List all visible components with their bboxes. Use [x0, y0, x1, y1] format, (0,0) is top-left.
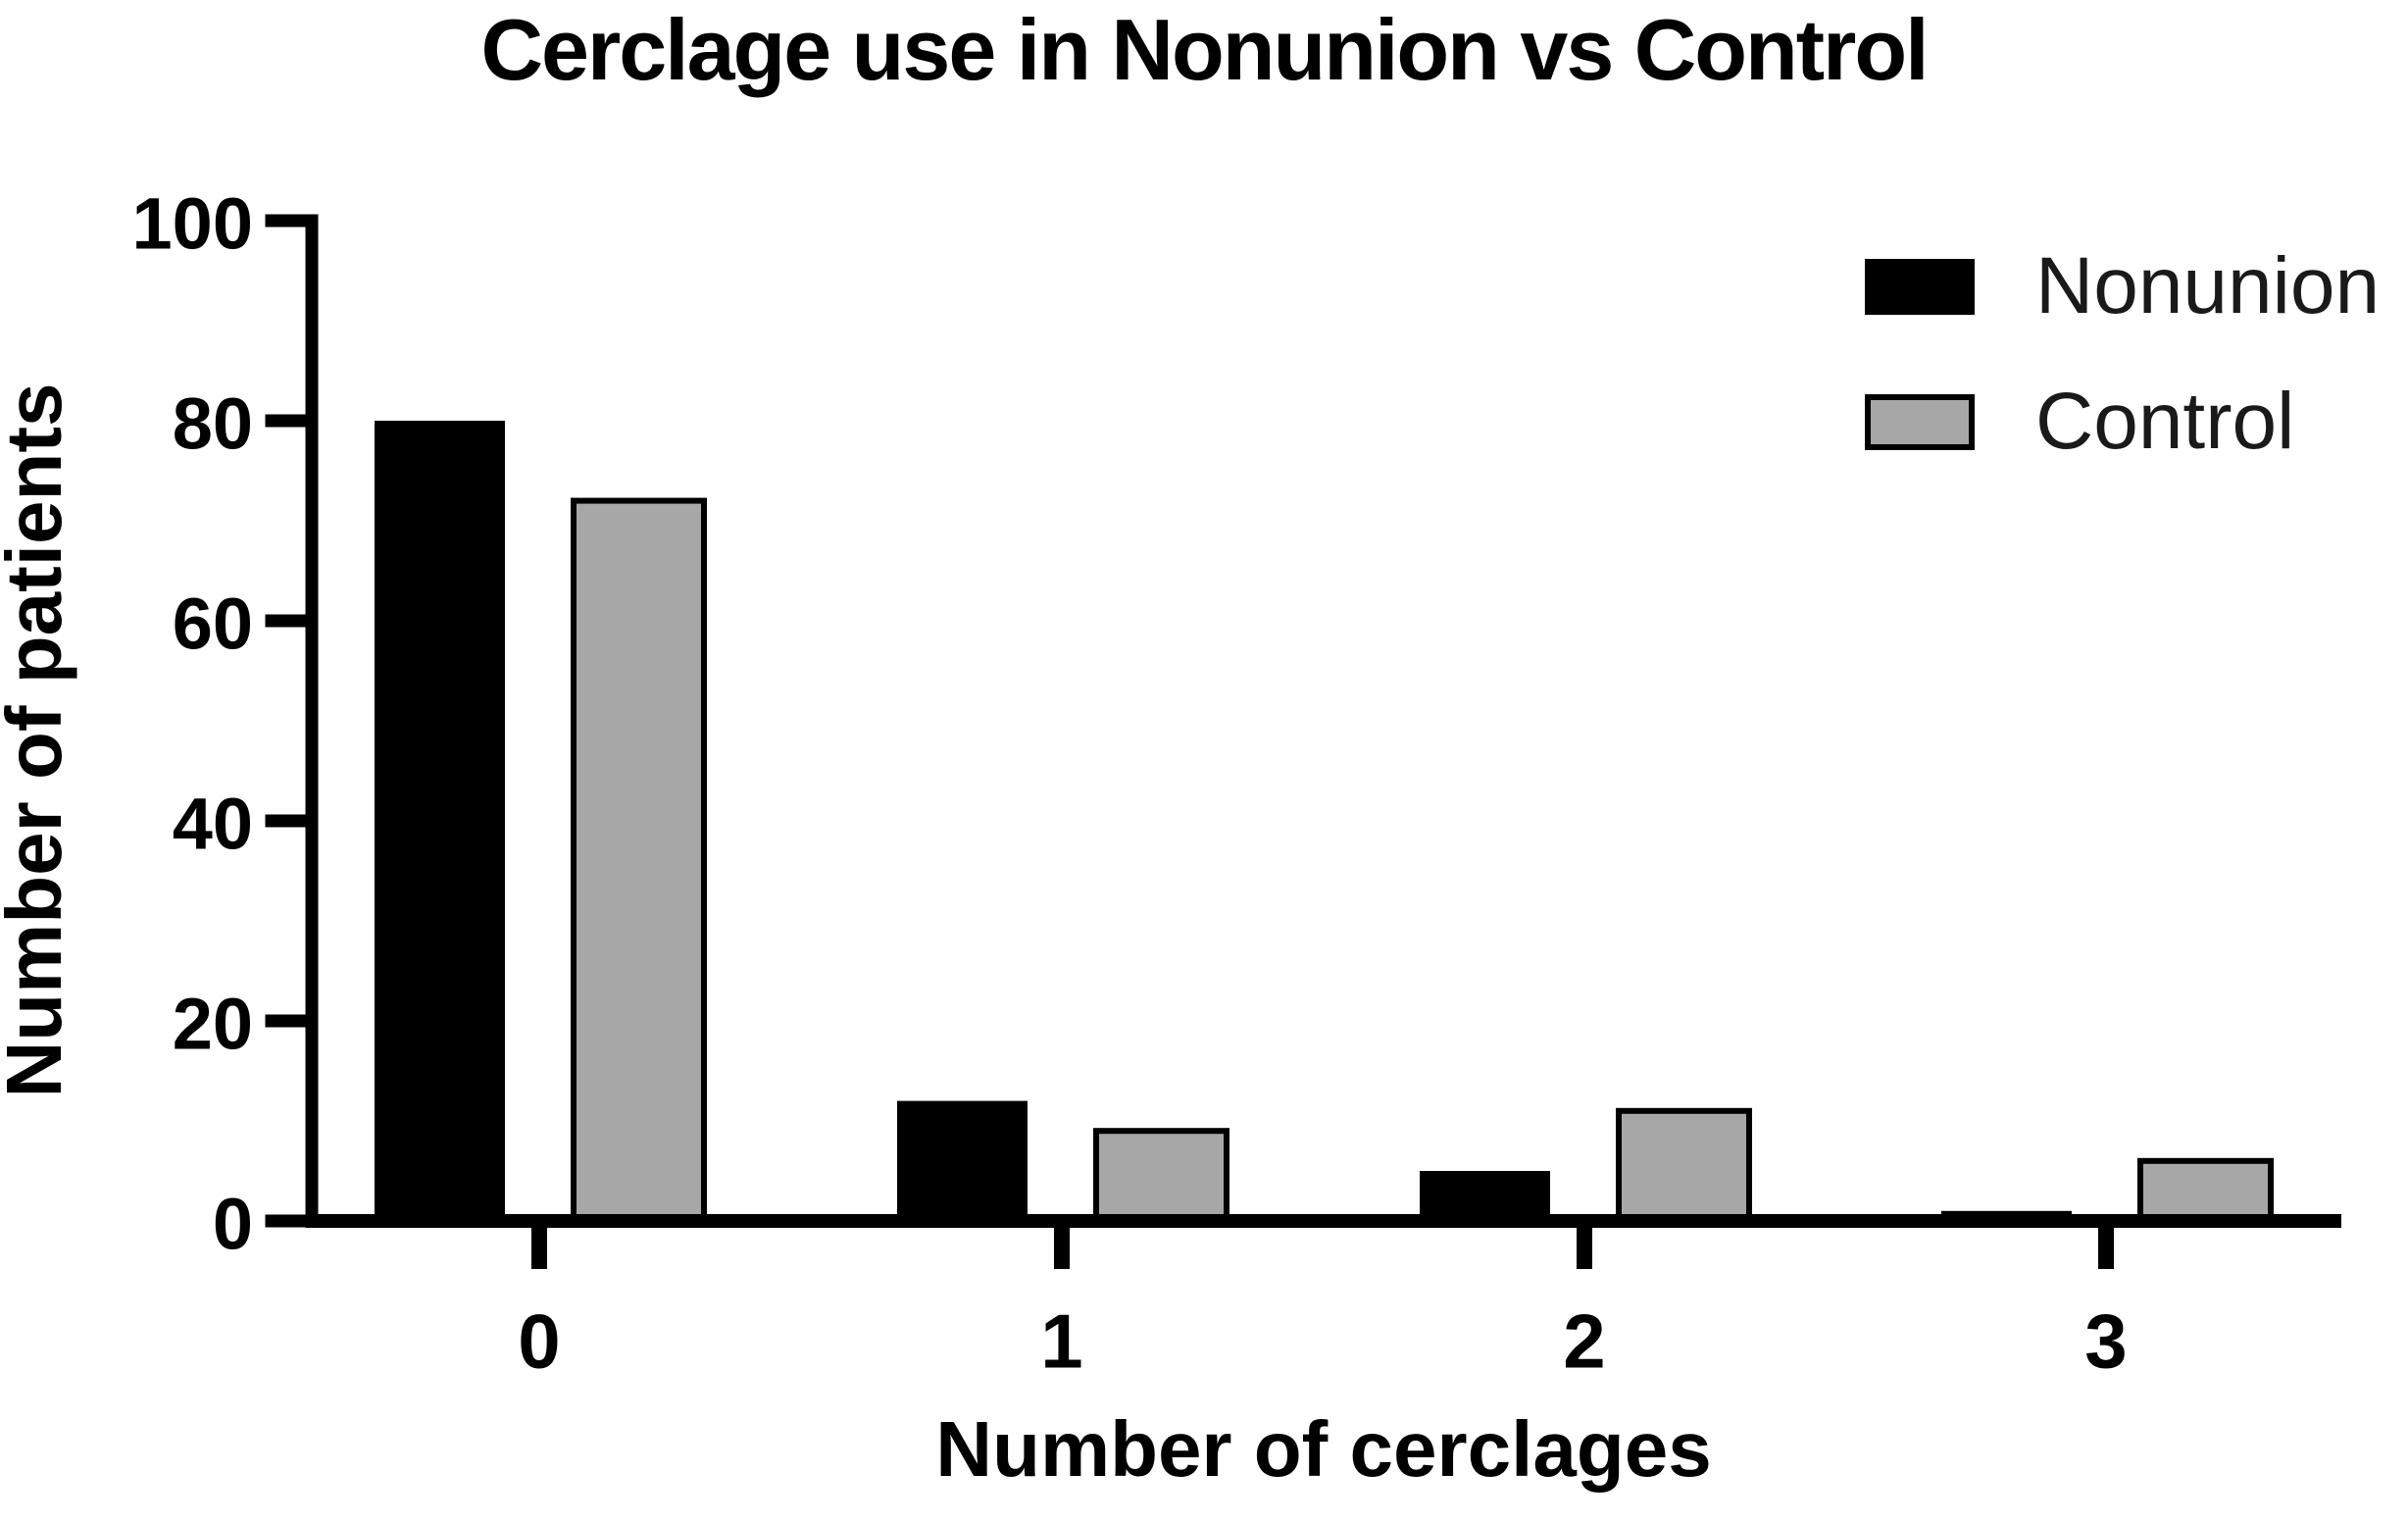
bar-control-cat3	[2137, 1157, 2274, 1225]
legend-label-control: Control	[2035, 377, 2295, 466]
y-tick-label-20: 20	[173, 983, 253, 1064]
y-axis-title: Number of patients	[0, 383, 77, 1098]
bar-control-cat2	[1616, 1107, 1752, 1225]
bar-control-cat0	[571, 497, 707, 1225]
x-tick-label-3: 3	[2084, 1297, 2127, 1384]
legend-row-control: Control	[1865, 377, 2380, 466]
x-tick-label-1: 1	[1040, 1297, 1082, 1384]
legend-row-nonunion: Nonunion	[1865, 241, 2381, 330]
legend-label-nonunion: Nonunion	[2035, 241, 2381, 330]
legend: Nonunion Control	[1865, 241, 2381, 466]
chart-title: Cerclage use in Nonunion vs Control	[480, 1, 1929, 98]
bar-nonunion-cat1	[897, 1100, 1028, 1221]
y-tick-label-0: 0	[213, 1183, 253, 1264]
y-tick-label-100: 100	[132, 182, 253, 264]
x-tick-label-2: 2	[1563, 1297, 1605, 1384]
x-axis-title: Number of cerclages	[935, 1405, 1711, 1493]
bar-nonunion-cat2	[1420, 1171, 1550, 1221]
control-swatch-icon	[1865, 393, 1975, 450]
y-tick-label-80: 80	[173, 382, 253, 464]
y-tick-label-60: 60	[173, 583, 253, 664]
y-tick-label-40: 40	[173, 783, 253, 864]
bar-control-cat1	[1093, 1128, 1229, 1224]
x-tick-label-0: 0	[518, 1297, 560, 1384]
nonunion-swatch-icon	[1865, 258, 1975, 315]
bar-nonunion-cat0	[375, 421, 505, 1221]
